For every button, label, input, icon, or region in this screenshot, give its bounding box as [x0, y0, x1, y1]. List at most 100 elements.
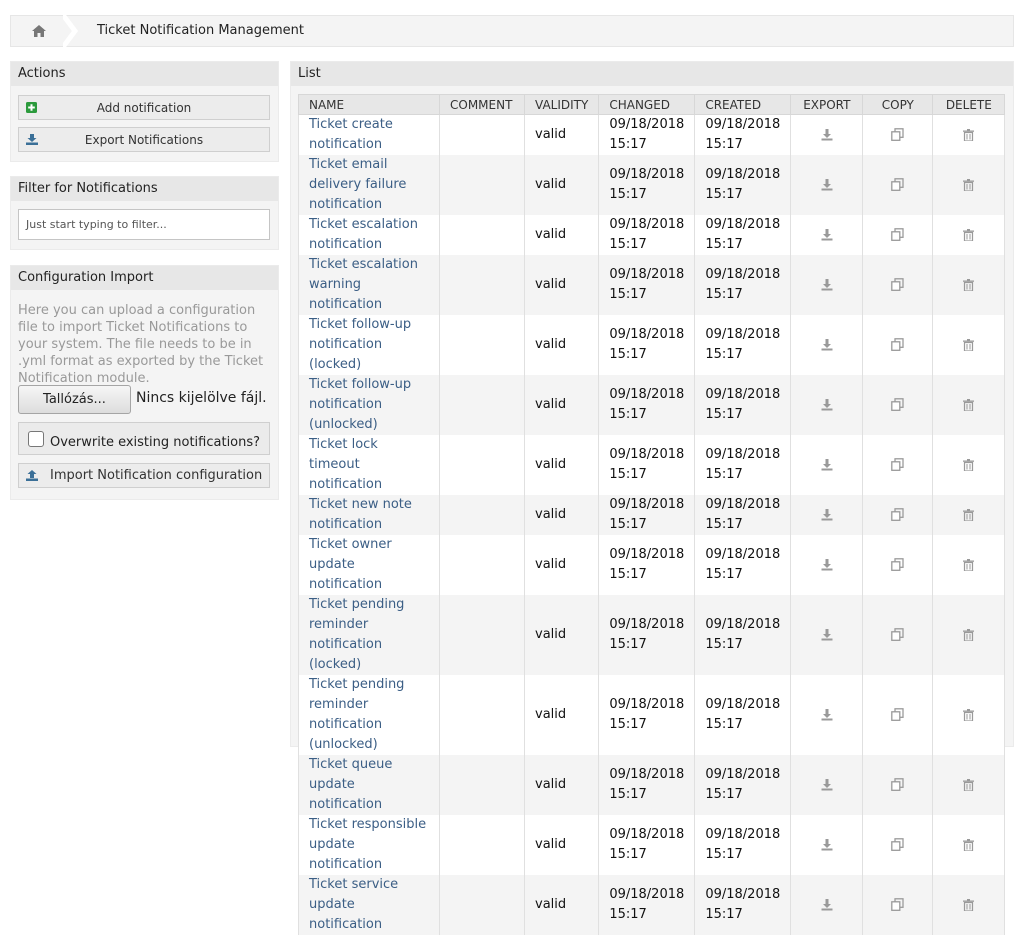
delete-row-button[interactable]: [932, 875, 1006, 935]
delete-row-button[interactable]: [932, 755, 1006, 815]
delete-row-button[interactable]: [932, 155, 1006, 215]
delete-row-button[interactable]: [932, 215, 1006, 255]
copy-row-button[interactable]: [862, 155, 934, 215]
notification-validity: valid: [523, 315, 600, 375]
export-row-button[interactable]: [790, 114, 864, 155]
copy-row-button[interactable]: [862, 535, 934, 595]
export-row-button[interactable]: [790, 215, 864, 255]
export-row-button[interactable]: [790, 255, 864, 315]
copy-row-button[interactable]: [862, 495, 934, 535]
notification-name-link[interactable]: Ticket email delivery failure notificati…: [298, 155, 440, 215]
export-row-button[interactable]: [790, 755, 864, 815]
notification-name-link[interactable]: Ticket lock timeout notification: [298, 435, 440, 495]
notification-name-link[interactable]: Ticket pending reminder notification (un…: [298, 675, 440, 755]
copy-row-button[interactable]: [862, 215, 934, 255]
copy-row-button[interactable]: [862, 875, 934, 935]
export-row-button[interactable]: [790, 435, 864, 495]
copy-icon: [891, 178, 904, 191]
copy-row-button[interactable]: [862, 315, 934, 375]
export-row-button[interactable]: [790, 155, 864, 215]
notification-name-link[interactable]: Ticket service update notification: [298, 875, 440, 935]
delete-row-button[interactable]: [932, 114, 1006, 155]
export-row-button[interactable]: [790, 375, 864, 435]
table-row: Ticket owner update notification valid 09/…: [298, 535, 1006, 595]
filter-widget: Filter for Notifications Just start typi…: [10, 176, 279, 250]
download-icon: [821, 558, 833, 570]
notification-changed: 09/18/2018 15:17: [598, 755, 696, 815]
notification-comment: [439, 875, 525, 935]
copy-icon: [891, 558, 904, 571]
delete-row-button[interactable]: [932, 255, 1006, 315]
upload-icon: [26, 470, 38, 481]
copy-row-button[interactable]: [862, 255, 934, 315]
notification-name-link[interactable]: Ticket owner update notification: [298, 535, 440, 595]
delete-row-button[interactable]: [932, 535, 1006, 595]
export-row-button[interactable]: [790, 675, 864, 755]
overwrite-checkbox[interactable]: [28, 431, 44, 447]
trash-icon: [963, 558, 975, 571]
notification-created: 09/18/2018 15:17: [694, 255, 792, 315]
filter-input[interactable]: Just start typing to filter...: [18, 209, 270, 240]
notification-name-link[interactable]: Ticket follow-up notification (unlocked): [298, 375, 440, 435]
delete-row-button[interactable]: [932, 315, 1006, 375]
export-row-button[interactable]: [790, 875, 864, 935]
list-widget: List NAME COMMENT VALIDITY CHANGED CREAT…: [290, 61, 1014, 935]
column-header-name[interactable]: NAME: [298, 94, 440, 115]
copy-row-button[interactable]: [862, 755, 934, 815]
notification-name-link[interactable]: Ticket create notification: [298, 114, 440, 155]
notification-name-link[interactable]: Ticket responsible update notification: [298, 815, 440, 875]
browse-file-button[interactable]: Tallózás...: [18, 385, 131, 414]
trash-icon: [963, 228, 975, 241]
notification-name-link[interactable]: Ticket escalation warning notification: [298, 255, 440, 315]
notification-name-link[interactable]: Ticket follow-up notification (locked): [298, 315, 440, 375]
export-row-button[interactable]: [790, 595, 864, 675]
table-row: Ticket new note notification valid 09/18/2…: [298, 495, 1006, 535]
copy-row-button[interactable]: [862, 815, 934, 875]
add-notification-label: Add notification: [96, 100, 192, 115]
notification-name-link[interactable]: Ticket pending reminder notification (lo…: [298, 595, 440, 675]
column-header-created[interactable]: CREATED: [694, 94, 792, 115]
export-row-button[interactable]: [790, 315, 864, 375]
delete-row-button[interactable]: [932, 675, 1006, 755]
notification-validity: valid: [523, 435, 600, 495]
delete-row-button[interactable]: [932, 495, 1006, 535]
notification-name-link[interactable]: Ticket queue update notification: [298, 755, 440, 815]
notification-table: NAME COMMENT VALIDITY CHANGED CREATED EX…: [298, 94, 1006, 935]
download-icon: [821, 708, 833, 720]
notification-name-link[interactable]: Ticket new note notification: [298, 495, 440, 535]
copy-icon: [891, 628, 904, 641]
column-header-comment[interactable]: COMMENT: [439, 94, 525, 115]
delete-row-button[interactable]: [932, 815, 1006, 875]
export-row-button[interactable]: [790, 815, 864, 875]
overwrite-option[interactable]: Overwrite existing notifications?: [18, 422, 270, 455]
import-configuration-button[interactable]: Import Notification configuration: [18, 463, 270, 488]
copy-row-button[interactable]: [862, 675, 934, 755]
notification-created: 09/18/2018 15:17: [694, 815, 792, 875]
column-header-validity[interactable]: VALIDITY: [523, 94, 600, 115]
breadcrumb-home[interactable]: [11, 16, 67, 46]
table-row: Ticket escalation notification valid 09/18…: [298, 215, 1006, 255]
copy-row-button[interactable]: [862, 114, 934, 155]
export-row-button[interactable]: [790, 495, 864, 535]
download-icon: [821, 458, 833, 470]
delete-row-button[interactable]: [932, 595, 1006, 675]
delete-row-button[interactable]: [932, 435, 1006, 495]
column-header-changed[interactable]: CHANGED: [598, 94, 696, 115]
notification-comment: [439, 114, 525, 155]
trash-icon: [963, 708, 975, 721]
export-row-button[interactable]: [790, 535, 864, 595]
add-notification-button[interactable]: Add notification: [18, 95, 270, 120]
trash-icon: [963, 128, 975, 141]
notification-name-link[interactable]: Ticket escalation notification: [298, 215, 440, 255]
notification-validity: valid: [523, 255, 600, 315]
download-icon: [821, 898, 833, 910]
export-notifications-button[interactable]: Export Notifications: [18, 127, 270, 152]
trash-icon: [963, 398, 975, 411]
delete-row-button[interactable]: [932, 375, 1006, 435]
copy-row-button[interactable]: [862, 595, 934, 675]
copy-row-button[interactable]: [862, 435, 934, 495]
table-row: Ticket responsible update notification va…: [298, 815, 1006, 875]
download-icon: [26, 134, 38, 145]
copy-row-button[interactable]: [862, 375, 934, 435]
table-row: Ticket follow-up notification (unlocked)…: [298, 375, 1006, 435]
